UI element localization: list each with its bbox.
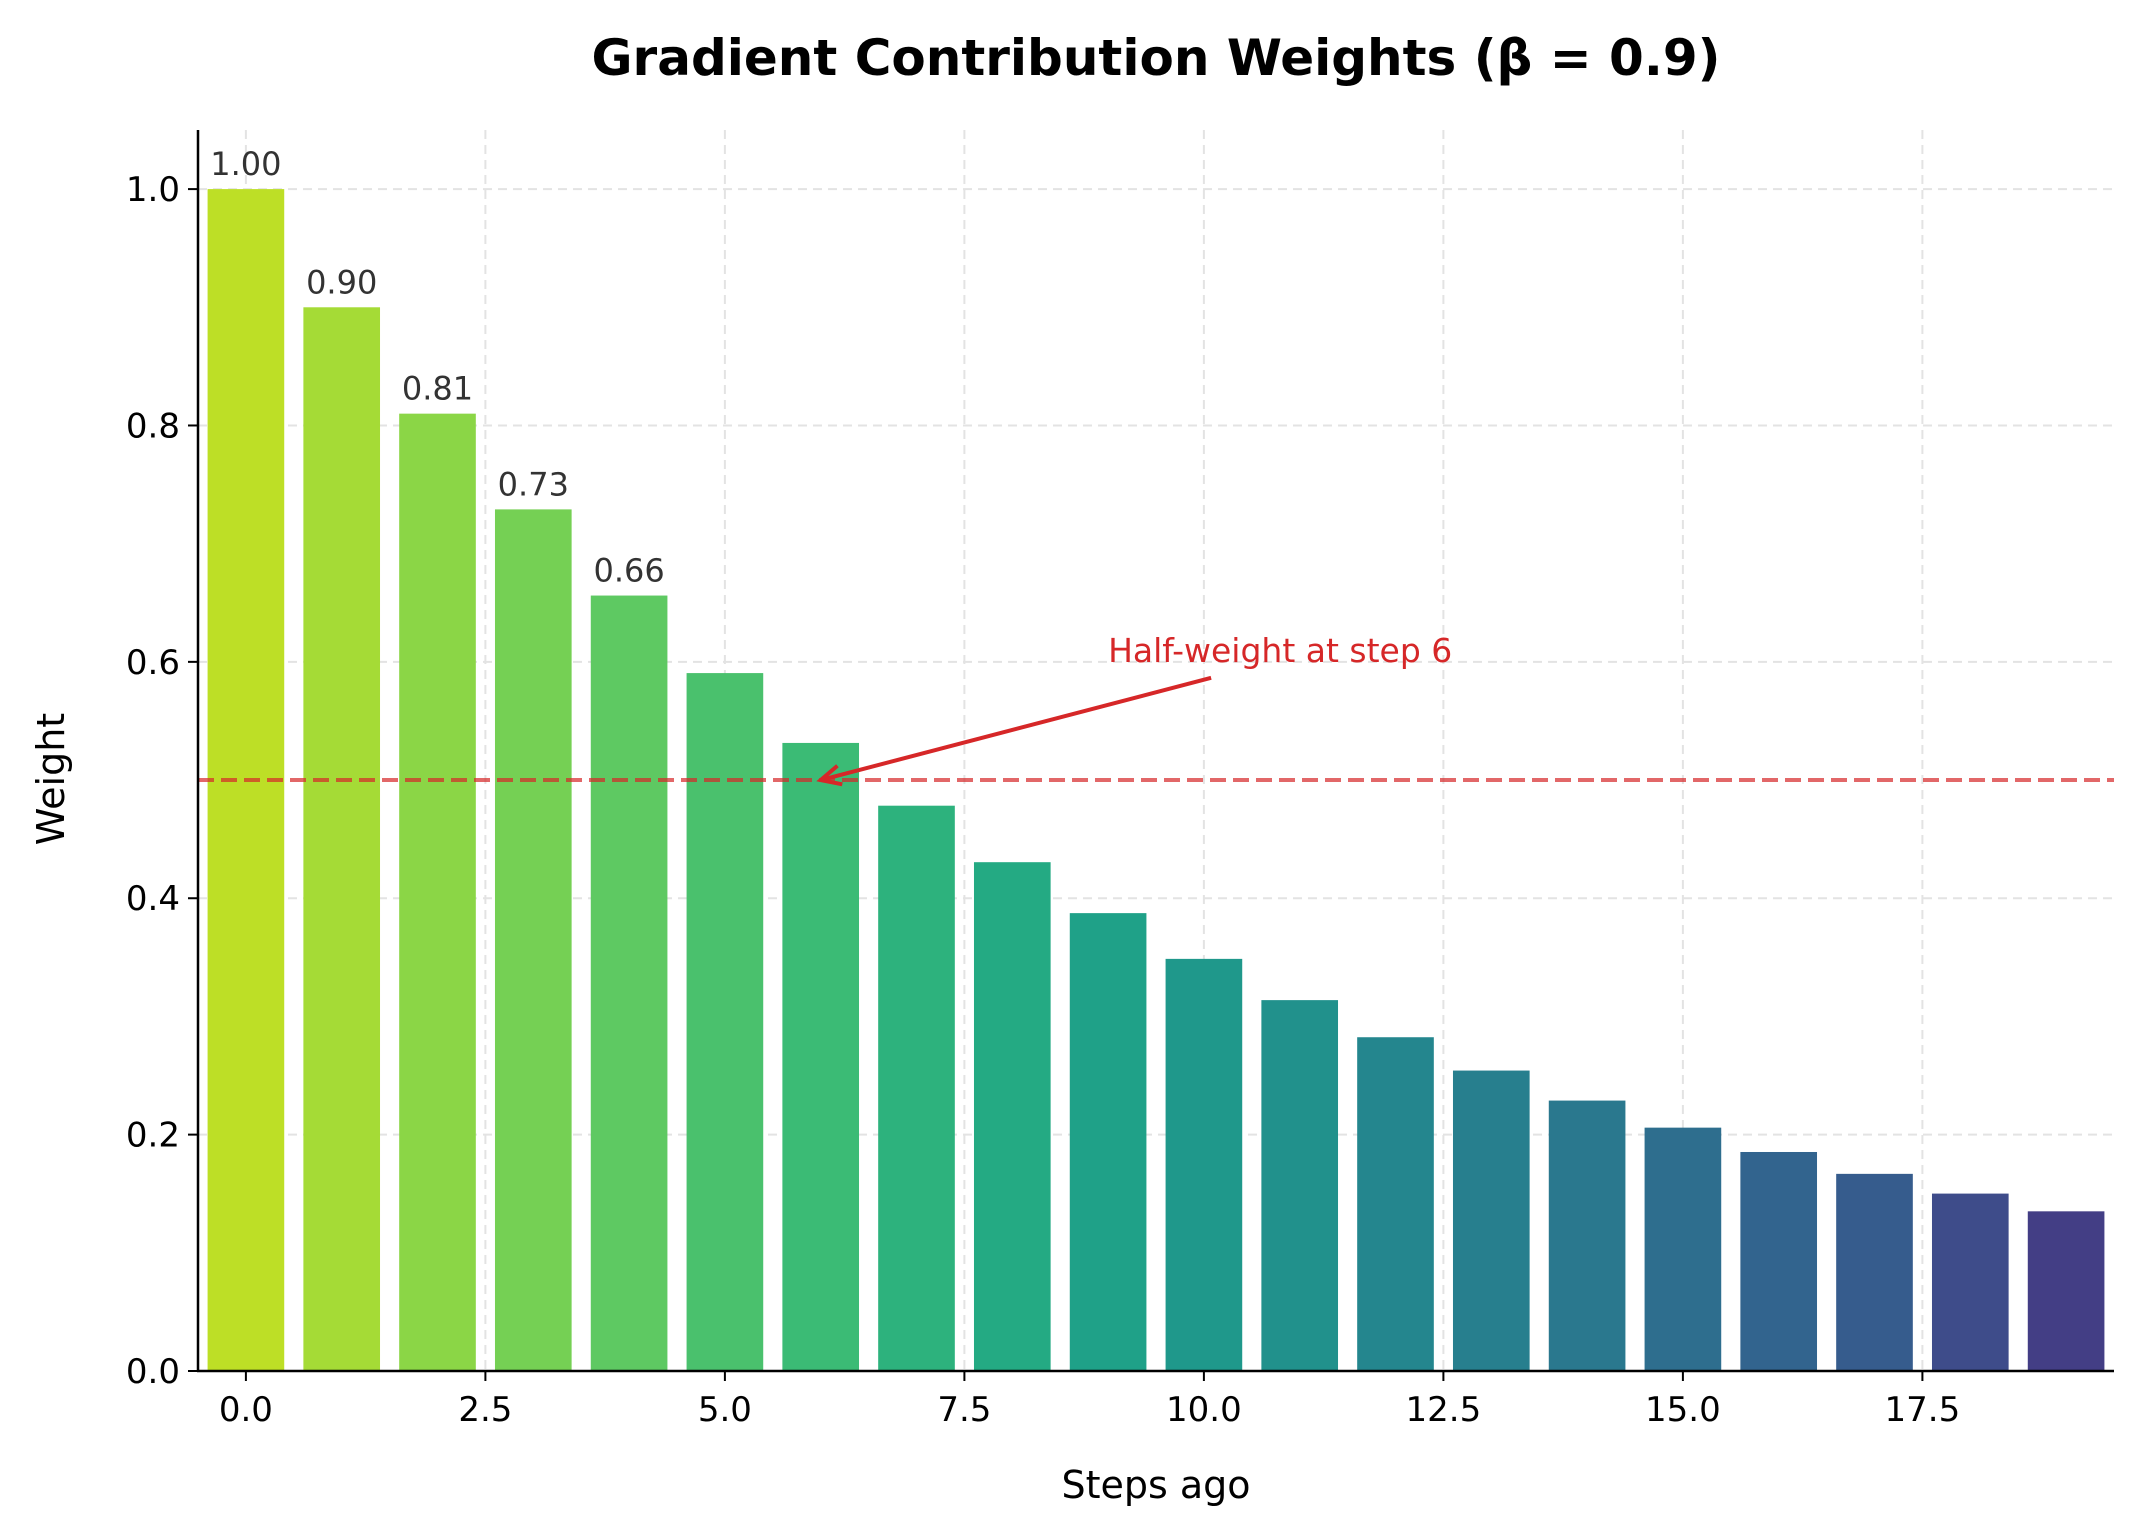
axes bbox=[196, 130, 2114, 1373]
ticks: 0.0 2.5 5.0 7.5 10.0 12.5 15.0 17.5 0.0 0.2 0.4 0.6… bbox=[126, 170, 1960, 1430]
bar bbox=[303, 307, 381, 1372]
data-labels: 1.00 0.90 0.81 0.73 0.66 bbox=[210, 145, 664, 589]
bar bbox=[1644, 1127, 1722, 1371]
bar bbox=[1165, 958, 1243, 1371]
x-tick-label: 12.5 bbox=[1406, 1390, 1482, 1430]
annotation: Half-weight at step 6 bbox=[816, 631, 1452, 787]
bar bbox=[1740, 1151, 1818, 1371]
bar bbox=[1452, 1070, 1530, 1371]
bar bbox=[1357, 1037, 1434, 1371]
y-tick-label: 0.0 bbox=[126, 1352, 180, 1392]
x-tick-label: 15.0 bbox=[1645, 1390, 1721, 1430]
x-tick-label: 17.5 bbox=[1885, 1390, 1961, 1430]
bar bbox=[782, 742, 860, 1371]
x-tick-label: 5.0 bbox=[698, 1390, 752, 1430]
bar bbox=[686, 673, 764, 1371]
bar bbox=[1836, 1173, 1913, 1371]
bar-value-label: 0.90 bbox=[306, 263, 377, 301]
y-tick-label: 0.8 bbox=[126, 406, 180, 446]
grid bbox=[198, 130, 2114, 1372]
y-tick-label: 0.2 bbox=[126, 1116, 180, 1156]
bar bbox=[1931, 1193, 2009, 1371]
bar-value-label: 1.00 bbox=[210, 145, 281, 183]
bar bbox=[494, 509, 572, 1371]
bars bbox=[207, 189, 2105, 1372]
y-tick-label: 1.0 bbox=[126, 170, 180, 210]
bar bbox=[973, 862, 1051, 1371]
annotation-arrow bbox=[824, 675, 1212, 781]
bar bbox=[590, 595, 668, 1371]
bar-value-label: 0.66 bbox=[593, 552, 664, 590]
bar bbox=[1548, 1100, 1626, 1371]
chart-title: Gradient Contribution Weights (β = 0.9) bbox=[592, 29, 1721, 87]
bar bbox=[2027, 1211, 2105, 1371]
y-axis-label: Weight bbox=[29, 713, 73, 845]
y-tick-label: 0.4 bbox=[126, 879, 180, 919]
y-tick-label: 0.6 bbox=[126, 643, 180, 683]
annotation-text: Half-weight at step 6 bbox=[1108, 631, 1452, 670]
arrowhead-icon bbox=[816, 764, 843, 787]
x-tick-label: 10.0 bbox=[1166, 1390, 1242, 1430]
bar-value-label: 0.81 bbox=[402, 370, 473, 408]
bar-value-label: 0.73 bbox=[498, 465, 569, 503]
bar bbox=[1261, 1000, 1339, 1371]
bar bbox=[399, 413, 476, 1372]
x-axis-label: Steps ago bbox=[1061, 1463, 1250, 1507]
x-tick-label: 0.0 bbox=[219, 1390, 273, 1430]
bar bbox=[878, 805, 955, 1371]
x-tick-label: 2.5 bbox=[458, 1390, 512, 1430]
x-tick-label: 7.5 bbox=[937, 1390, 991, 1430]
bar bbox=[1069, 913, 1147, 1371]
